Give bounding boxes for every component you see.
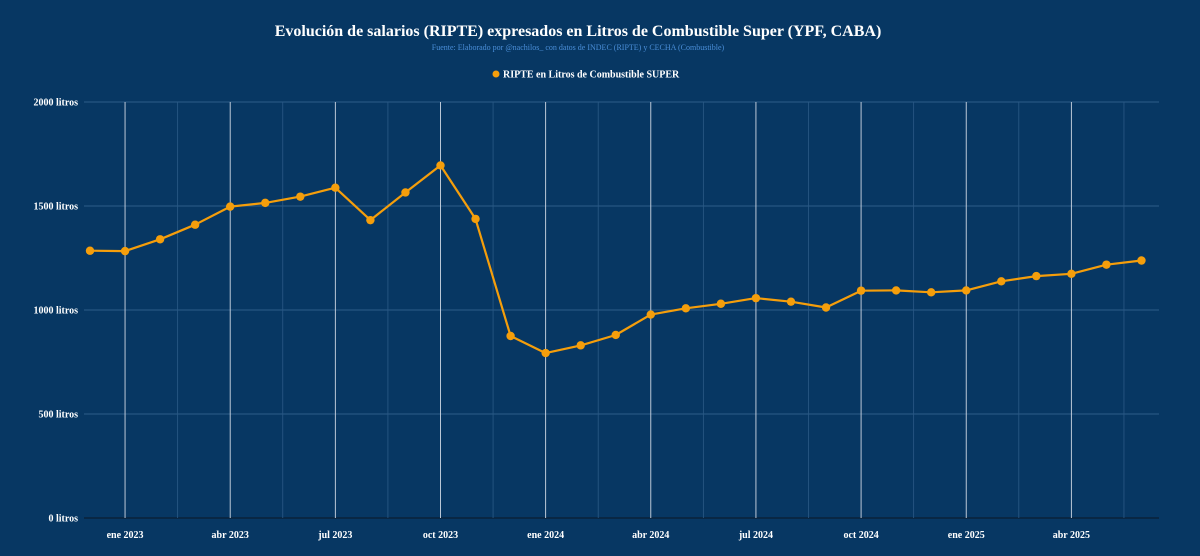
data-point[interactable] (891, 286, 901, 295)
data-point[interactable] (155, 235, 165, 244)
data-point[interactable] (541, 348, 550, 358)
data-point[interactable] (331, 183, 340, 192)
x-tick-label: jul 2023 (317, 530, 352, 541)
data-point[interactable] (366, 215, 375, 225)
data-point[interactable] (401, 188, 410, 197)
x-tick-label: abr 2023 (212, 530, 249, 541)
legend-marker (492, 70, 500, 78)
data-point[interactable] (296, 192, 305, 201)
y-tick-label: 1500 litros (33, 202, 78, 213)
x-tick-label: jul 2024 (738, 530, 773, 541)
data-point[interactable] (471, 214, 480, 224)
data-point[interactable] (681, 304, 691, 313)
data-point[interactable] (997, 277, 1006, 286)
series-layer (85, 161, 1146, 358)
data-point[interactable] (120, 246, 130, 256)
chart-subtitle: Fuente: Elaborado por @nachilos_ con dat… (432, 43, 725, 52)
data-point[interactable] (821, 303, 831, 312)
data-point[interactable] (85, 246, 95, 255)
x-tick-label: ene 2025 (948, 530, 985, 541)
y-tick-label: 0 litros (48, 514, 78, 525)
data-point[interactable] (716, 299, 726, 308)
data-point[interactable] (646, 310, 655, 319)
legend-label: RIPTE en Litros de Combustible SUPER (503, 70, 680, 81)
x-tick-label: ene 2024 (527, 530, 564, 541)
data-point[interactable] (751, 293, 761, 303)
data-point[interactable] (436, 161, 445, 170)
grid (84, 101, 1159, 519)
data-point[interactable] (856, 286, 866, 295)
data-point[interactable] (962, 286, 971, 295)
data-point[interactable] (190, 220, 200, 229)
x-tick-label: abr 2024 (632, 530, 669, 541)
data-point[interactable] (1137, 256, 1146, 265)
data-point[interactable] (611, 330, 620, 340)
data-point[interactable] (1032, 271, 1041, 281)
y-tick-label: 2000 litros (33, 98, 78, 109)
data-point[interactable] (576, 341, 585, 350)
data-point[interactable] (1067, 269, 1076, 279)
series-line (89, 164, 1142, 355)
chart-title: Evolución de salarios (RIPTE) expresados… (275, 23, 882, 40)
data-point[interactable] (1102, 260, 1111, 269)
data-point[interactable] (225, 202, 235, 211)
x-tick-label: abr 2025 (1053, 530, 1090, 541)
legend[interactable]: RIPTE en Litros de Combustible SUPER (492, 70, 681, 81)
data-point[interactable] (786, 297, 796, 306)
data-point[interactable] (926, 288, 936, 297)
axes: 0 litros 500 litros 1000 litros 1500 litros… (33, 98, 1090, 542)
x-tick-label: oct 2023 (423, 530, 458, 541)
y-tick-label: 500 litros (38, 410, 78, 421)
data-point[interactable] (261, 198, 270, 208)
y-tick-label: 1000 litros (33, 306, 78, 317)
x-tick-label: oct 2024 (843, 530, 878, 541)
x-tick-label: ene 2023 (107, 530, 144, 541)
data-point[interactable] (506, 331, 515, 341)
